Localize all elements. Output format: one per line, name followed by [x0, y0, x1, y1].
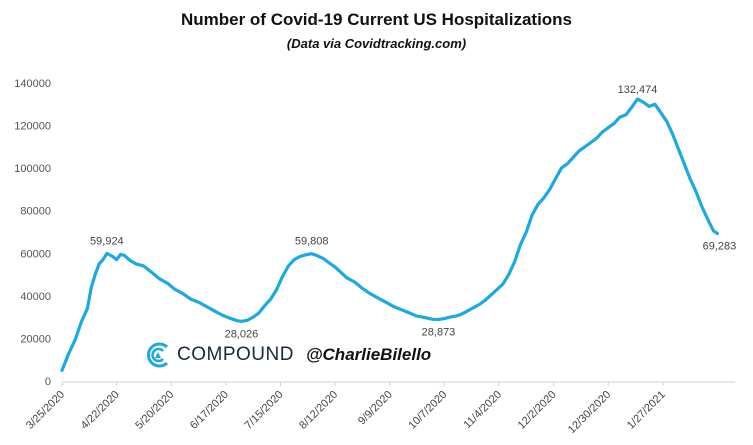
x-tick-label: 1/27/2021: [625, 389, 668, 432]
x-tick-label: 4/22/2020: [79, 389, 122, 432]
series-group: [60, 97, 719, 372]
brand-handle: @CharlieBilello: [305, 345, 432, 364]
x-tick-label: 7/15/2020: [243, 389, 286, 432]
brand-name: COMPOUND: [177, 344, 294, 365]
y-tick-label: 80000: [20, 206, 51, 218]
data-label: 69,283: [703, 241, 737, 253]
x-axis-ticks: 3/25/2020 4/22/2020 5/20/2020 6/17/2020 7/15…: [24, 382, 668, 436]
x-tick-label: 12/30/2020: [566, 389, 613, 436]
data-label: 132,474: [618, 84, 658, 96]
x-tick-label: 11/4/2020: [462, 389, 505, 432]
x-tick-label: 9/9/2020: [356, 389, 395, 428]
y-tick-label: 20000: [20, 333, 51, 345]
x-tick-label: 6/17/2020: [188, 389, 231, 432]
x-tick-label: 5/20/2020: [133, 389, 176, 432]
y-tick-label: 40000: [20, 291, 51, 303]
compound-c-logo-icon: [147, 342, 169, 368]
chart-title: Number of Covid-19 Current US Hospitaliz…: [180, 10, 573, 29]
x-tick-label: 3/25/2020: [24, 389, 67, 432]
x-tick-label: 10/7/2020: [406, 389, 449, 432]
chart-subtitle: (Data via Covidtracking.com): [286, 36, 467, 51]
data-label: 28,873: [422, 327, 456, 339]
y-tick-label: 120000: [14, 121, 51, 133]
x-tick-label: 8/12/2020: [297, 389, 340, 432]
data-label: 59,924: [90, 235, 124, 247]
y-axis-ticks: 0 20000 40000 60000 80000 100000 120000 140000: [14, 78, 51, 388]
data-label: 59,808: [295, 236, 329, 248]
data-label: 28,026: [225, 328, 259, 340]
x-tick-label: 12/2/2020: [516, 389, 559, 432]
annotation-group: 59,924 28,026 59,808 28,873 132,474 69,283: [90, 84, 736, 340]
series-line: [60, 97, 719, 372]
y-tick-label: 140000: [14, 78, 51, 90]
y-tick-label: 60000: [20, 248, 51, 260]
y-tick-label: 0: [45, 376, 51, 388]
y-tick-label: 100000: [14, 163, 51, 175]
watermark: COMPOUND @CharlieBilello: [143, 338, 431, 372]
